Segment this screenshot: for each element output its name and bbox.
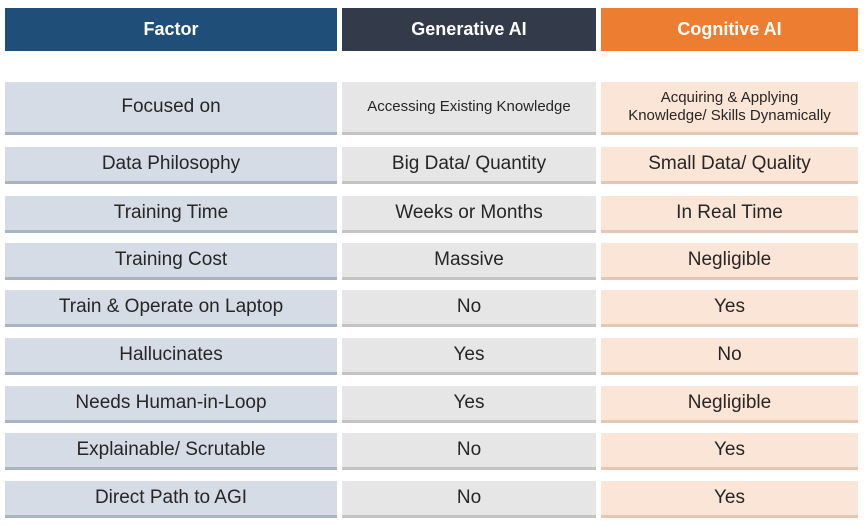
table-cell: Direct Path to AGI bbox=[5, 481, 337, 518]
table-cell: Train & Operate on Laptop bbox=[5, 290, 337, 327]
table-cell: Massive bbox=[342, 243, 596, 280]
table-cell: Accessing Existing Knowledge bbox=[342, 82, 596, 135]
table-cell: Small Data/ Quality bbox=[601, 147, 858, 184]
table-cell: No bbox=[601, 338, 858, 375]
table-cell: Yes bbox=[601, 481, 858, 518]
table-cell: In Real Time bbox=[601, 196, 858, 233]
table-cell: Negligible bbox=[601, 386, 858, 423]
table-cell: Yes bbox=[601, 290, 858, 327]
table-cell: Acquiring & Applying Knowledge/ Skills D… bbox=[601, 82, 858, 135]
table-cell: Focused on bbox=[5, 82, 337, 135]
header-cell: Factor bbox=[5, 8, 337, 51]
table-cell: Explainable/ Scrutable bbox=[5, 433, 337, 470]
table-cell: Yes bbox=[342, 338, 596, 375]
header-cell: Generative AI bbox=[342, 8, 596, 51]
table-cell: Needs Human-in-Loop bbox=[5, 386, 337, 423]
table-cell: No bbox=[342, 290, 596, 327]
table-cell: No bbox=[342, 433, 596, 470]
table-cell: Yes bbox=[601, 433, 858, 470]
table-cell: Big Data/ Quantity bbox=[342, 147, 596, 184]
table-cell: Hallucinates bbox=[5, 338, 337, 375]
header-cell: Cognitive AI bbox=[601, 8, 858, 51]
table-cell: No bbox=[342, 481, 596, 518]
table-cell: Weeks or Months bbox=[342, 196, 596, 233]
table-cell: Negligible bbox=[601, 243, 858, 280]
table-cell: Training Time bbox=[5, 196, 337, 233]
table-cell: Data Philosophy bbox=[5, 147, 337, 184]
table-cell: Yes bbox=[342, 386, 596, 423]
table-cell: Training Cost bbox=[5, 243, 337, 280]
